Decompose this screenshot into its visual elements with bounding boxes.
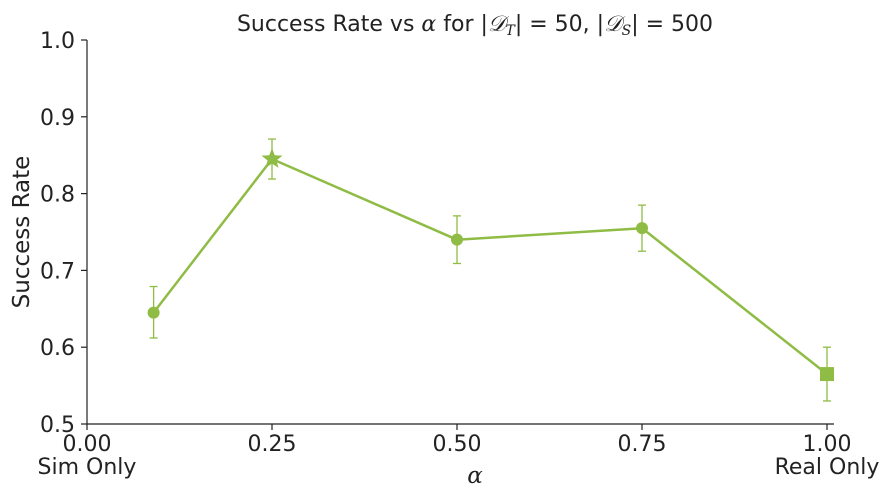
- axes: [86, 40, 834, 425]
- y-tick-label: 0.8: [40, 183, 75, 208]
- chart-title-dt-subscript: T: [505, 23, 516, 39]
- chart-title-dt: 𝒟: [488, 12, 510, 37]
- y-tick-label: 0.9: [40, 106, 75, 131]
- y-tick-label: 1.0: [40, 29, 75, 54]
- chart-title-alpha: α: [421, 12, 436, 37]
- data-point-star: [261, 148, 283, 168]
- data-point-circle: [147, 306, 160, 319]
- chart-title-eq1: | = 50, |: [515, 12, 604, 37]
- x-axis-label: α: [467, 463, 483, 489]
- data-markers: [147, 148, 834, 382]
- y-tick-label: 0.6: [40, 336, 75, 361]
- x-tick-label: 0.50: [433, 432, 482, 457]
- y-tick-label: 0.7: [40, 259, 75, 284]
- series-line-group: [152, 157, 828, 376]
- chart-title-ds-subscript: S: [622, 23, 632, 39]
- chart-title-eq2: | = 500: [631, 12, 713, 37]
- x-tick-label: 1.00: [803, 432, 852, 457]
- x-tick-label: 0.25: [248, 432, 297, 457]
- chart-title: Success Rate vs α for |𝒟T| = 50, |𝒟S| = …: [237, 12, 713, 39]
- x-extra-label: Sim Only: [38, 455, 137, 480]
- data-point-circle: [451, 233, 463, 246]
- x-extra-label: Real Only: [775, 455, 880, 480]
- data-point-square: [820, 367, 834, 382]
- y-axis-label: Success Rate: [9, 156, 35, 309]
- x-tick-label: 0.75: [618, 432, 667, 457]
- x-tick-label: 0.00: [63, 432, 112, 457]
- y-tick-label: 0.5: [40, 413, 75, 438]
- chart-title-prefix: Success Rate vs: [237, 12, 421, 37]
- chart-title-ds: 𝒟: [604, 12, 626, 37]
- series-line: [152, 157, 828, 376]
- ticks: 0.5 0.6 0.7 0.8 0.9 1.0 0.00 0.25 0.50 0.75 1.00 Si…: [38, 29, 880, 480]
- chart-title-middle: for |: [436, 12, 488, 37]
- error-bars: [149, 138, 831, 402]
- data-point-circle: [636, 222, 648, 235]
